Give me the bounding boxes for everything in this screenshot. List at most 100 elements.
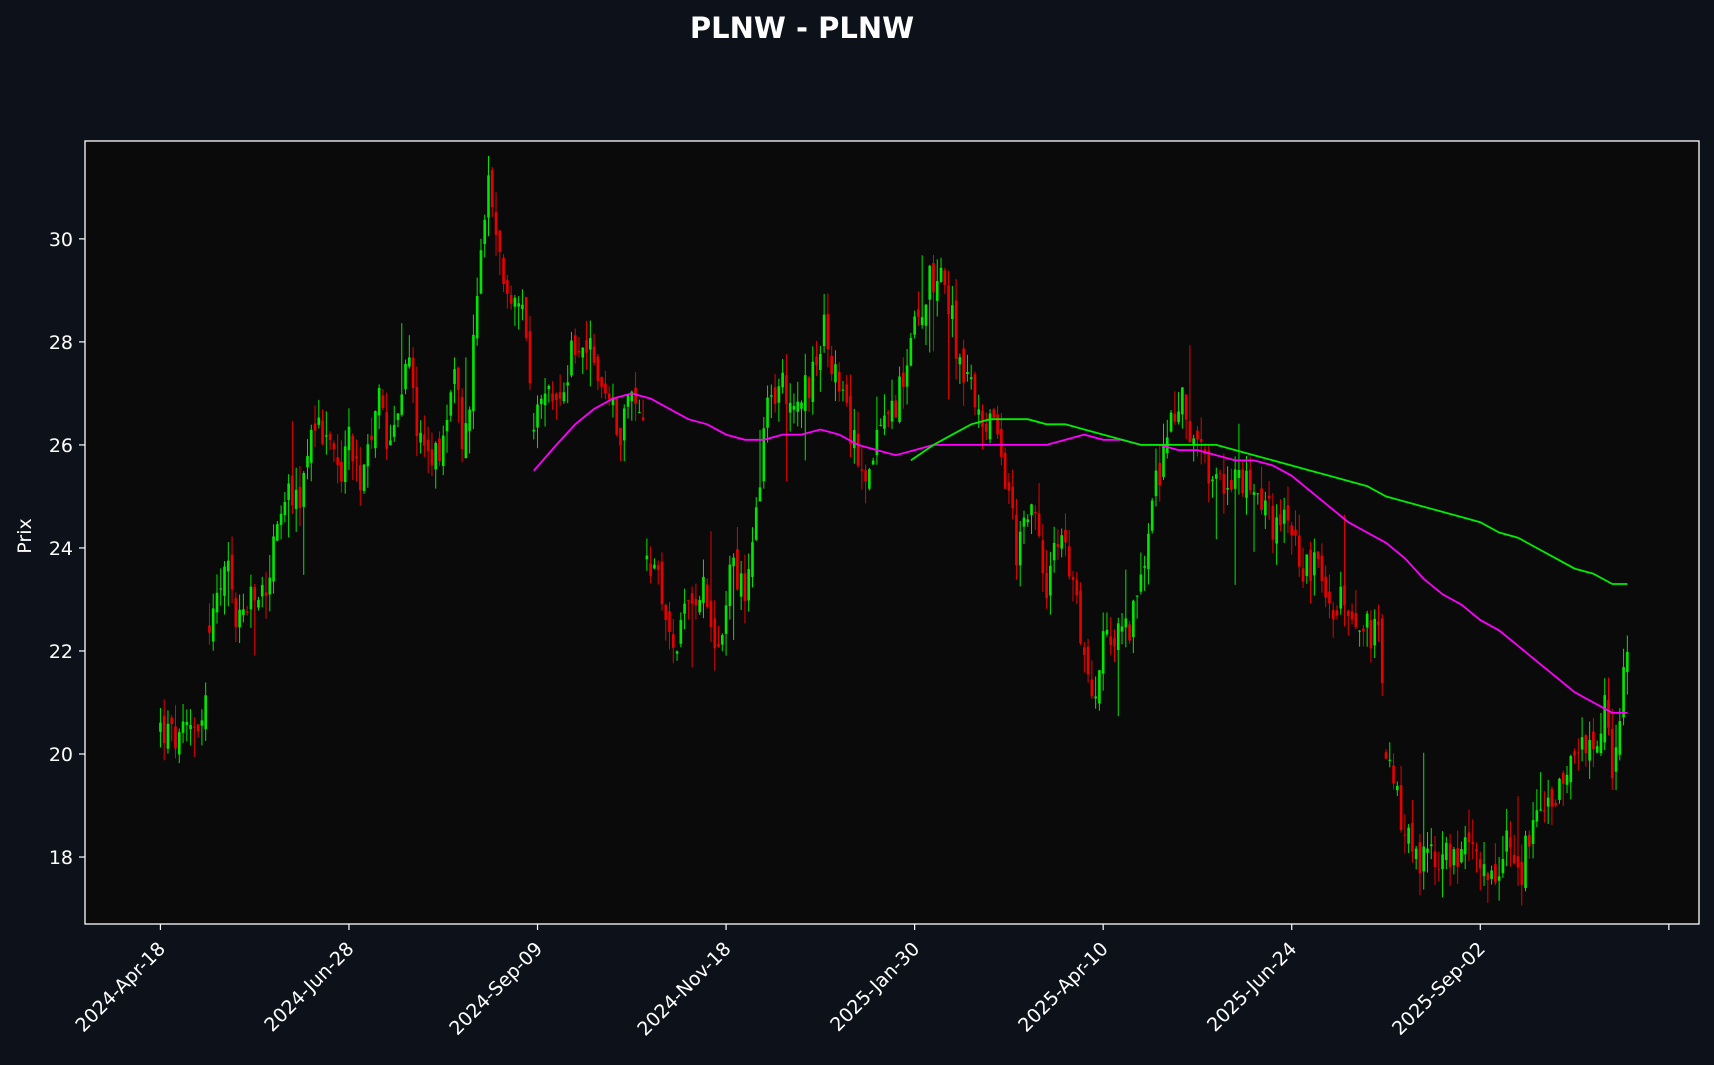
candle-body bbox=[332, 443, 336, 450]
candle-body bbox=[1060, 535, 1064, 549]
candle-body bbox=[826, 313, 830, 350]
candle-body bbox=[419, 432, 422, 443]
candle-body bbox=[1199, 439, 1203, 442]
candle-body bbox=[1154, 470, 1158, 497]
candle-body bbox=[1003, 452, 1007, 489]
candle-body bbox=[1610, 728, 1614, 779]
candle-body bbox=[1000, 429, 1003, 457]
candle-body bbox=[1577, 752, 1580, 754]
candle-body bbox=[1290, 525, 1294, 536]
candle-body bbox=[622, 408, 626, 441]
candle-body bbox=[1595, 746, 1599, 753]
candle-body bbox=[1497, 876, 1501, 881]
candle-body bbox=[204, 695, 207, 730]
candle-body bbox=[1380, 618, 1384, 684]
candle-body bbox=[611, 397, 615, 406]
candle-body bbox=[604, 383, 607, 394]
candle-body bbox=[1279, 514, 1282, 526]
candle-body bbox=[1101, 631, 1105, 674]
candle-body bbox=[434, 442, 438, 470]
candle-body bbox=[1316, 551, 1320, 560]
candle-body bbox=[570, 340, 573, 376]
candle-body bbox=[298, 486, 302, 508]
candle-body bbox=[781, 372, 784, 388]
candle-body bbox=[381, 395, 385, 409]
candle-body bbox=[400, 394, 404, 415]
candle-body bbox=[951, 305, 954, 320]
candle-body bbox=[788, 402, 792, 413]
candle-body bbox=[551, 393, 554, 402]
candle-body bbox=[343, 446, 347, 483]
candle-body bbox=[913, 316, 916, 335]
candle-body bbox=[1143, 565, 1146, 568]
candle-body bbox=[1056, 543, 1060, 547]
candle-body bbox=[524, 297, 528, 338]
candle-body bbox=[1388, 759, 1392, 761]
candle-body bbox=[596, 356, 600, 381]
candle-body bbox=[671, 634, 675, 648]
candle-body bbox=[1264, 500, 1267, 516]
candle-body bbox=[1482, 864, 1486, 877]
candle-body bbox=[1177, 411, 1180, 422]
candle-body bbox=[543, 393, 547, 406]
candle-body bbox=[1516, 856, 1520, 868]
candle-body bbox=[943, 270, 947, 286]
candle-body bbox=[291, 475, 294, 506]
candle-body bbox=[468, 409, 471, 431]
candle-body bbox=[1011, 486, 1014, 509]
candle-body bbox=[1030, 504, 1033, 516]
candle-body bbox=[1543, 810, 1546, 812]
y-axis: 18 20 22 24 26 28 30 bbox=[49, 229, 85, 869]
candle-body bbox=[1392, 765, 1395, 784]
candle-body bbox=[1422, 846, 1426, 872]
candle-body bbox=[841, 389, 845, 391]
candle-body bbox=[822, 314, 826, 347]
candle-body bbox=[1267, 495, 1271, 499]
candle-body bbox=[1090, 679, 1094, 697]
candle-body bbox=[1116, 623, 1120, 650]
candle-body bbox=[687, 600, 690, 602]
candle-body bbox=[426, 439, 430, 451]
candle-body bbox=[1554, 802, 1558, 806]
candle-body bbox=[1350, 611, 1354, 620]
candle-body bbox=[487, 175, 490, 218]
candle-body bbox=[1437, 869, 1441, 871]
candle-body bbox=[1588, 739, 1591, 761]
candle-body bbox=[374, 411, 377, 449]
candle-body bbox=[1418, 842, 1422, 874]
candle-body bbox=[800, 402, 803, 409]
candle-body bbox=[392, 424, 396, 437]
candle-body bbox=[988, 413, 992, 440]
candle-body bbox=[513, 297, 517, 307]
candle-body bbox=[1478, 858, 1482, 869]
candle-body bbox=[1395, 785, 1399, 791]
candle-body bbox=[170, 717, 174, 725]
candle-body bbox=[1550, 788, 1554, 807]
candle-body bbox=[449, 392, 453, 416]
candle-body bbox=[1237, 469, 1241, 479]
candle-body bbox=[539, 398, 543, 405]
candle-body bbox=[1181, 387, 1184, 415]
candle-body bbox=[638, 412, 641, 414]
candle-body bbox=[1365, 613, 1369, 628]
candle-body bbox=[1162, 445, 1165, 477]
candle-body bbox=[830, 355, 833, 375]
candle-body bbox=[924, 304, 928, 326]
candle-body bbox=[1079, 590, 1082, 644]
candle-body bbox=[1022, 517, 1026, 527]
candle-body bbox=[340, 461, 343, 482]
candle-body bbox=[698, 599, 701, 613]
candle-body bbox=[607, 393, 611, 399]
candle-body bbox=[260, 585, 264, 597]
candle-body bbox=[675, 651, 679, 654]
candle-body bbox=[1603, 695, 1607, 743]
candle-body bbox=[1241, 469, 1245, 494]
candle-body bbox=[634, 387, 637, 404]
candle-body bbox=[935, 281, 939, 301]
candle-body bbox=[377, 387, 381, 416]
candle-body bbox=[283, 502, 287, 516]
y-axis-label: Prix bbox=[14, 518, 36, 553]
candle-body bbox=[619, 427, 622, 446]
candle-body bbox=[257, 599, 260, 608]
candle-body bbox=[860, 469, 864, 471]
